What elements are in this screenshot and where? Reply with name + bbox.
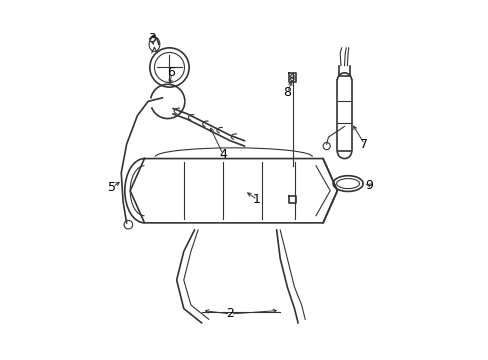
Text: 4: 4 — [219, 148, 226, 162]
Text: 5: 5 — [108, 181, 116, 194]
Text: 6: 6 — [167, 66, 175, 79]
Text: 7: 7 — [360, 138, 367, 151]
Text: 9: 9 — [365, 179, 373, 192]
Text: 8: 8 — [283, 86, 291, 99]
Text: 1: 1 — [253, 193, 261, 206]
Text: 3: 3 — [147, 32, 155, 45]
Text: 2: 2 — [226, 307, 234, 320]
